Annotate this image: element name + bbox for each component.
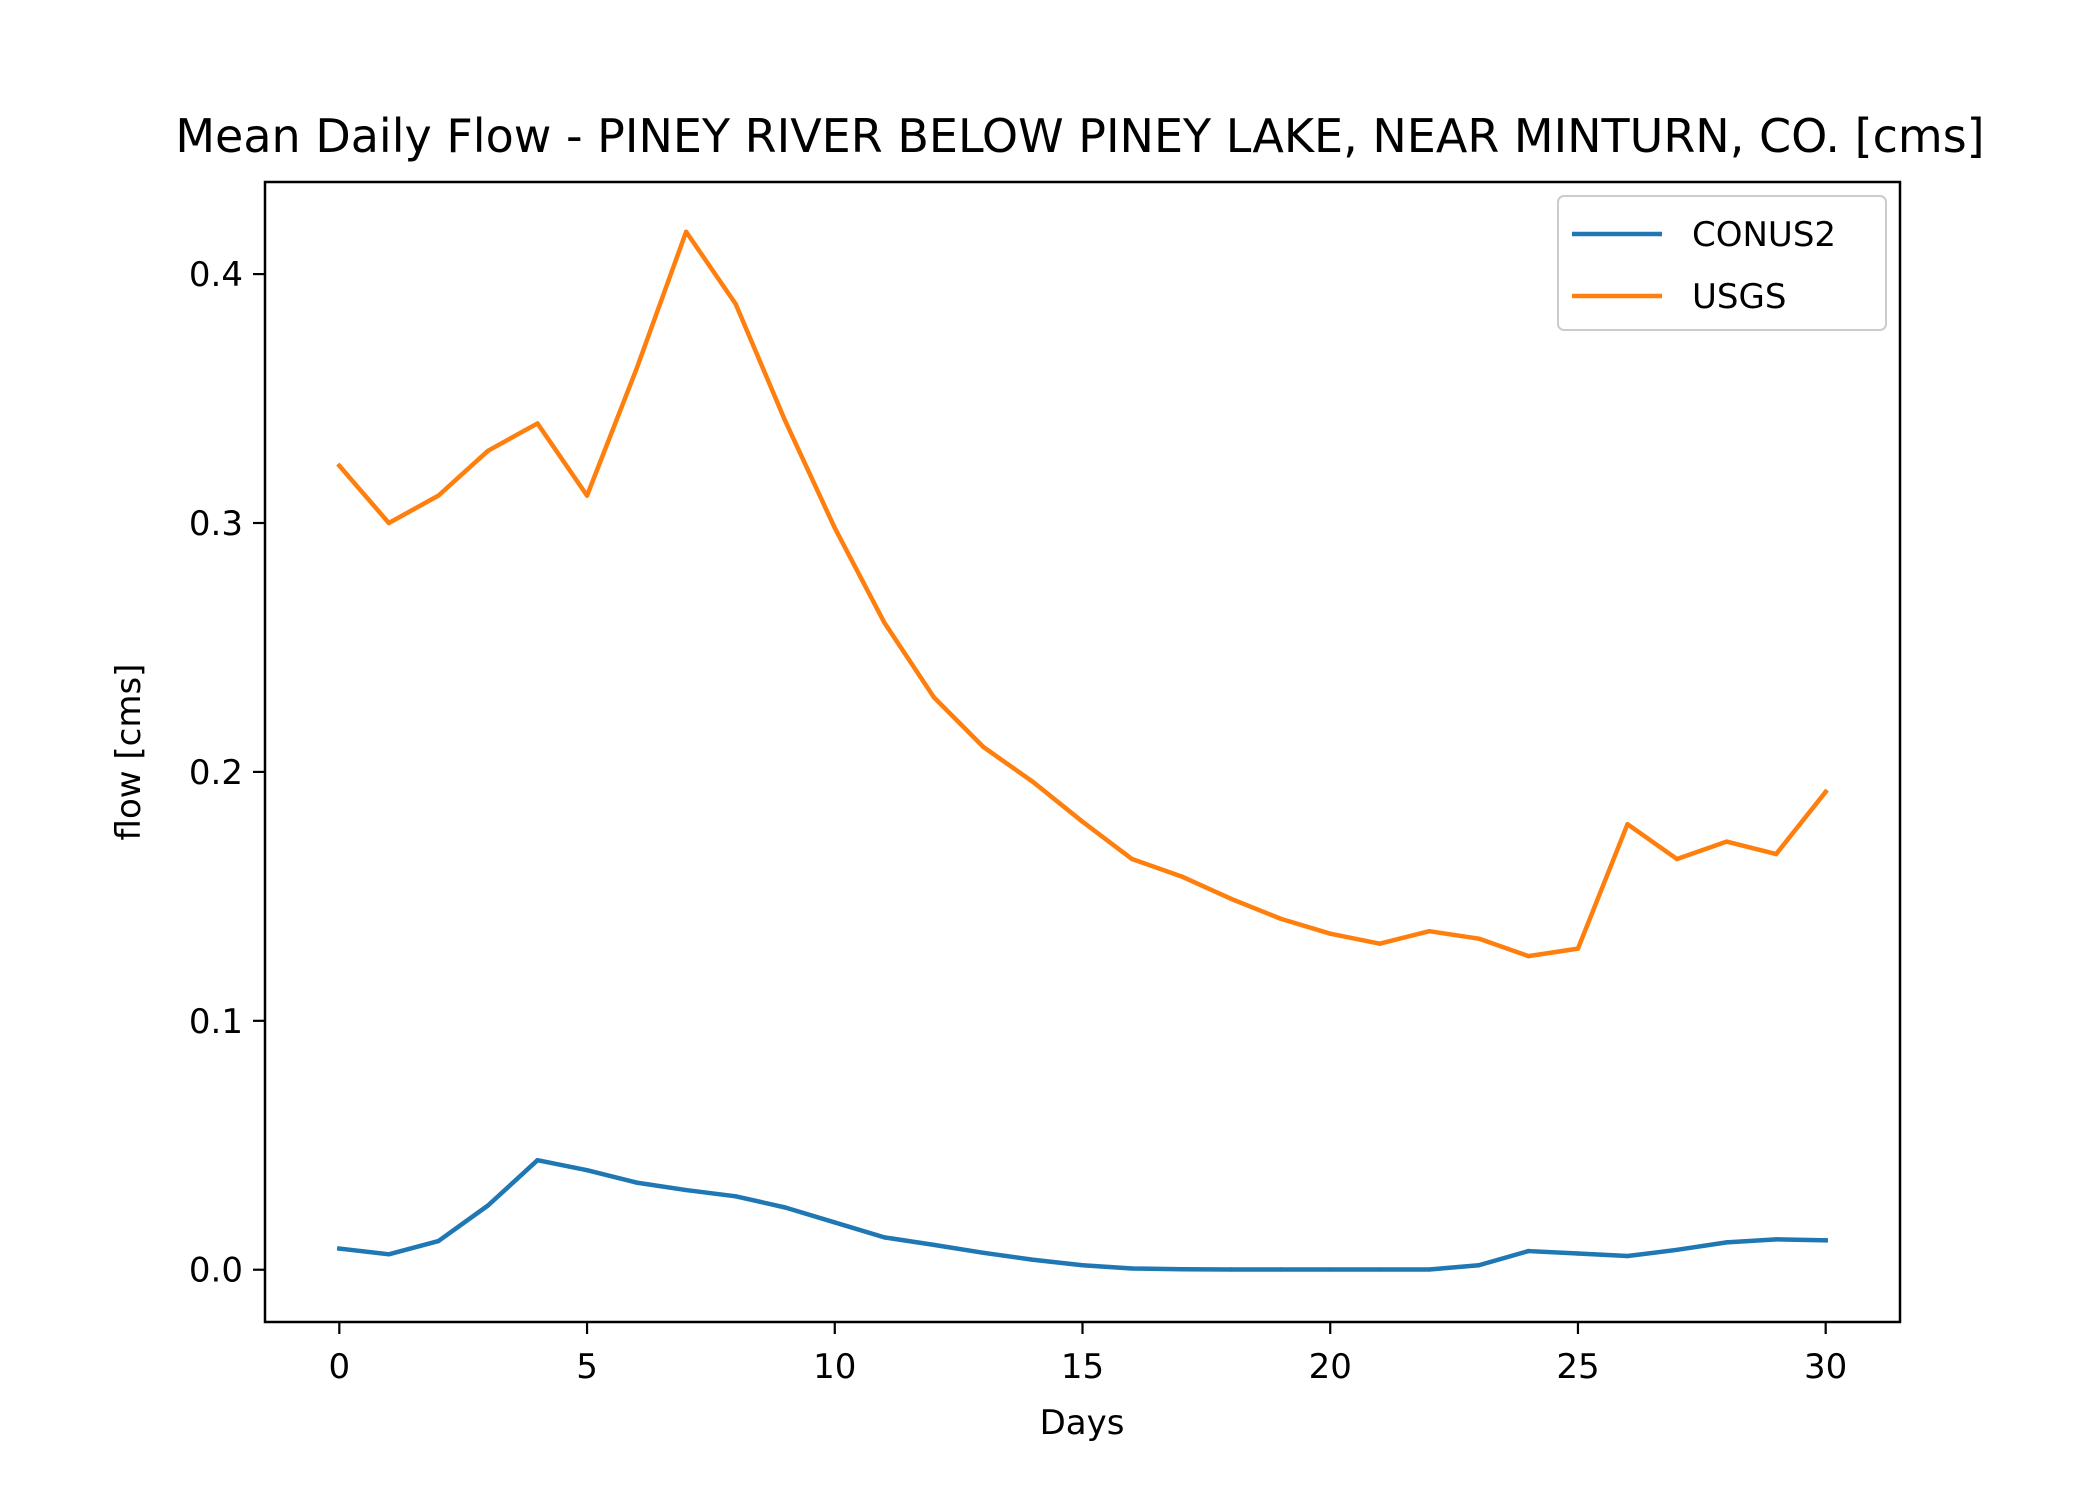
data-point-usgs <box>386 520 392 526</box>
y-tick-label: 0.1 <box>189 1002 243 1042</box>
data-point-usgs <box>1129 856 1135 862</box>
data-point-usgs <box>1030 779 1036 785</box>
x-tick-label: 25 <box>1556 1347 1599 1387</box>
data-point-usgs <box>634 366 639 371</box>
data-point-conus2 <box>1228 1267 1234 1272</box>
data-point-conus2 <box>1179 1267 1184 1272</box>
y-axis-label: flow [cms] <box>109 664 149 841</box>
data-point-conus2 <box>1080 1263 1085 1268</box>
data-point-conus2 <box>634 1180 639 1185</box>
data-point-usgs <box>584 493 590 498</box>
chart-title: Mean Daily Flow - PINEY RIVER BELOW PINE… <box>175 109 1984 163</box>
x-tick-label: 0 <box>328 1347 350 1387</box>
data-point-usgs <box>931 695 937 700</box>
data-point-conus2 <box>386 1252 392 1257</box>
data-point-conus2 <box>931 1242 937 1248</box>
data-point-conus2 <box>1575 1251 1581 1256</box>
data-point-usgs <box>783 418 788 424</box>
data-point-conus2 <box>436 1238 441 1244</box>
data-point-conus2 <box>683 1187 689 1193</box>
x-axis-label: Days <box>1040 1403 1125 1443</box>
x-axis: 0 5 10 15 20 25 30 <box>328 1322 1847 1387</box>
y-tick-label: 0.0 <box>189 1251 243 1291</box>
data-point-conus2 <box>1328 1267 1333 1272</box>
data-point-conus2 <box>733 1194 738 1199</box>
data-point-usgs <box>1080 819 1085 824</box>
legend-label-conus2: CONUS2 <box>1692 215 1836 255</box>
data-point-usgs <box>1179 874 1184 879</box>
data-point-usgs <box>1674 856 1680 862</box>
data-point-usgs <box>1328 931 1333 936</box>
data-point-conus2 <box>485 1203 491 1208</box>
data-point-usgs <box>981 744 986 750</box>
data-point-conus2 <box>1129 1266 1135 1271</box>
x-tick-label: 20 <box>1309 1347 1352 1387</box>
data-point-usgs <box>337 463 342 468</box>
data-point-conus2 <box>783 1205 788 1210</box>
data-point-conus2 <box>1674 1247 1680 1253</box>
data-point-usgs <box>1724 839 1729 844</box>
data-point-conus2 <box>981 1250 986 1256</box>
data-point-conus2 <box>1823 1238 1828 1243</box>
y-tick-label: 0.4 <box>189 255 243 295</box>
y-tick-label: 0.3 <box>189 504 243 544</box>
data-point-conus2 <box>1724 1240 1729 1245</box>
y-axis: 0.0 0.1 0.2 0.3 0.4 <box>189 255 265 1291</box>
data-point-usgs <box>1575 946 1581 951</box>
data-point-usgs <box>1228 896 1234 902</box>
plot-series-layer <box>336 229 1829 1272</box>
data-point-usgs <box>1823 789 1828 795</box>
data-point-usgs <box>535 421 540 426</box>
data-point-conus2 <box>832 1220 837 1225</box>
data-point-usgs <box>1476 936 1482 941</box>
data-point-usgs <box>1625 821 1630 827</box>
legend: CONUS2 USGS <box>1557 195 1887 331</box>
data-point-usgs <box>436 493 441 498</box>
data-point-conus2 <box>1030 1257 1036 1262</box>
data-point-usgs <box>1377 941 1382 946</box>
data-point-usgs <box>1427 929 1432 934</box>
data-point-usgs <box>733 301 738 307</box>
x-tick-label: 15 <box>1061 1347 1104 1387</box>
x-tick-label: 5 <box>576 1347 598 1387</box>
y-tick-label: 0.2 <box>189 753 243 793</box>
data-point-conus2 <box>1773 1237 1779 1242</box>
data-point-usgs <box>1526 953 1531 959</box>
data-point-usgs <box>1773 851 1779 857</box>
data-point-usgs <box>485 448 491 454</box>
x-tick-label: 30 <box>1804 1347 1847 1387</box>
data-point-conus2 <box>1278 1267 1283 1272</box>
legend-label-usgs: USGS <box>1692 277 1786 317</box>
data-point-usgs <box>882 620 887 625</box>
data-point-usgs <box>683 229 689 234</box>
data-point-conus2 <box>1526 1248 1531 1254</box>
data-point-usgs <box>1278 916 1283 921</box>
x-tick-label: 10 <box>813 1347 856 1387</box>
data-point-conus2 <box>1377 1267 1382 1272</box>
data-point-conus2 <box>584 1167 590 1173</box>
data-point-conus2 <box>882 1235 887 1240</box>
data-point-conus2 <box>1476 1263 1482 1268</box>
data-point-conus2 <box>535 1158 540 1163</box>
data-point-conus2 <box>1625 1253 1630 1259</box>
data-point-conus2 <box>1427 1267 1432 1272</box>
data-point-conus2 <box>337 1246 342 1251</box>
data-point-usgs <box>832 525 837 531</box>
